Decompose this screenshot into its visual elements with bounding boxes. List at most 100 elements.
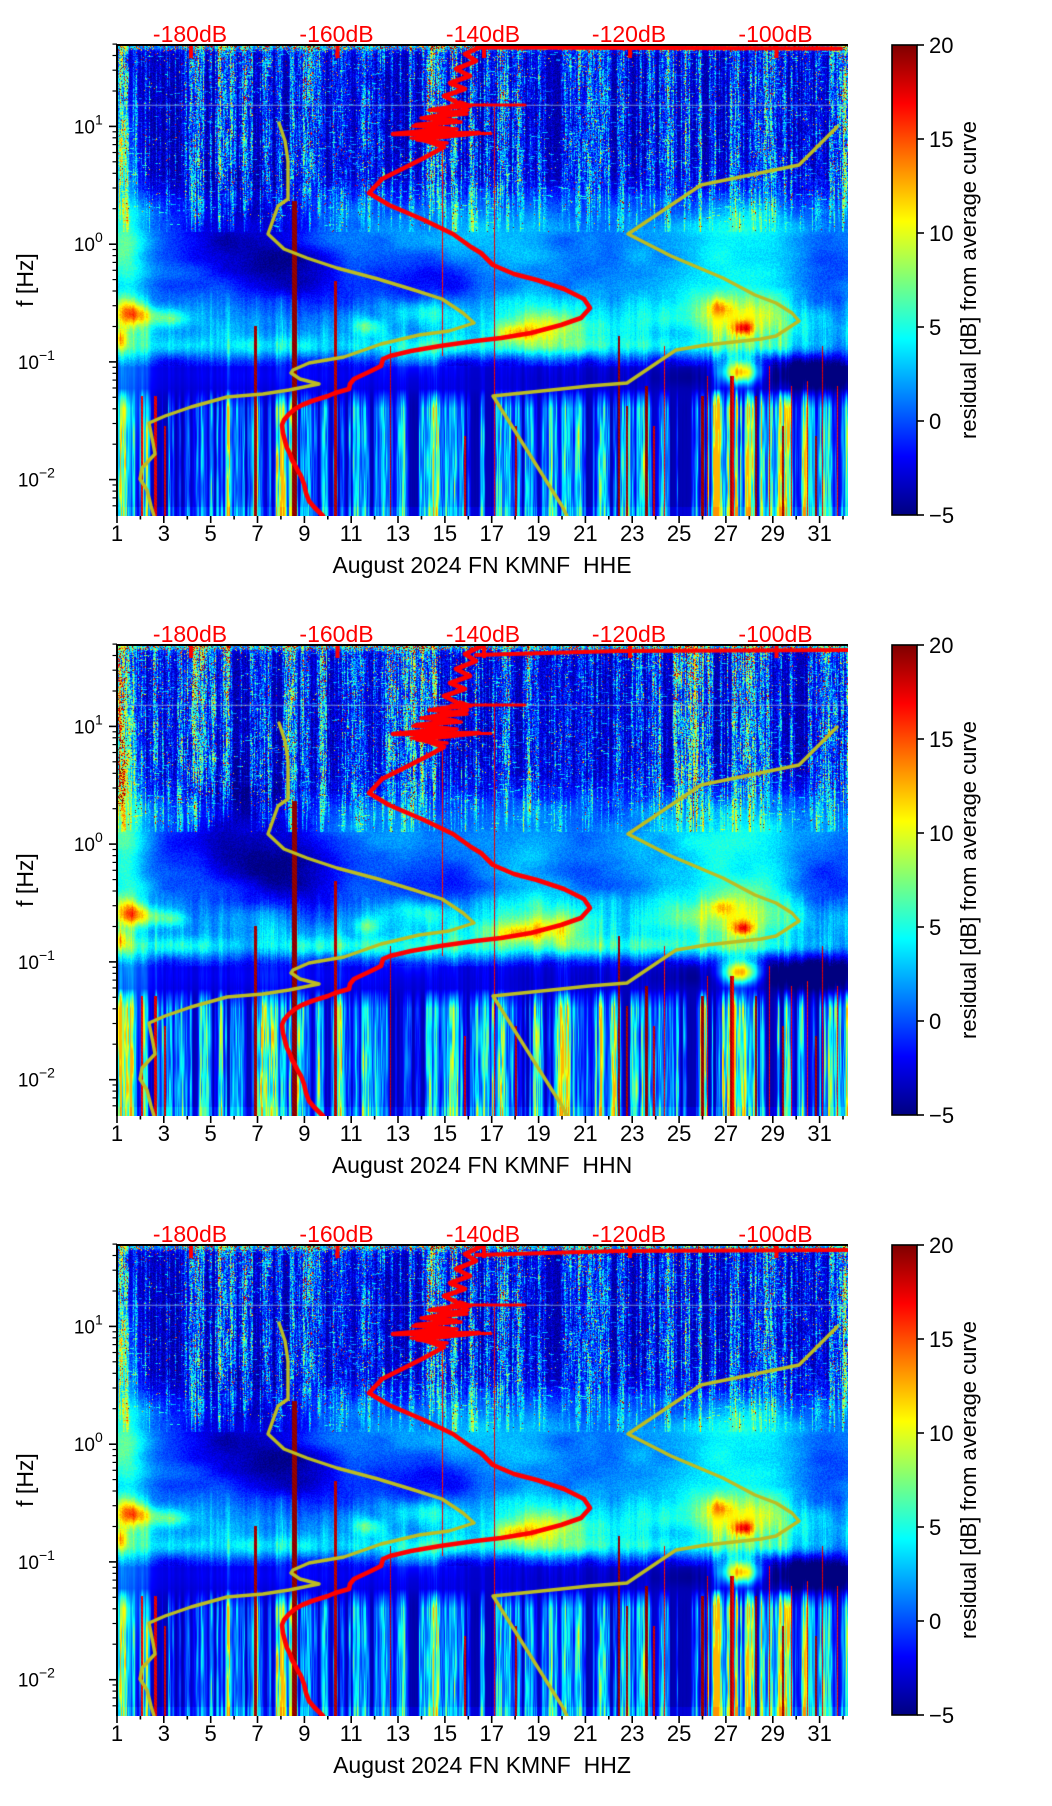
svg-text:5: 5 (205, 1721, 217, 1746)
svg-text:23: 23 (620, 521, 644, 546)
svg-text:0: 0 (929, 1009, 941, 1034)
svg-text:-120dB: -120dB (592, 1221, 666, 1247)
svg-text:13: 13 (386, 521, 410, 546)
svg-text:11: 11 (340, 521, 363, 546)
svg-text:11: 11 (340, 1121, 363, 1146)
svg-text:10: 10 (74, 1317, 95, 1338)
svg-text:3: 3 (158, 521, 170, 546)
svg-text:10: 10 (929, 1421, 953, 1446)
svg-text:August 2024 FN KMNF HHZ: August 2024 FN KMNF HHZ (333, 1752, 631, 1778)
svg-text:11: 11 (340, 1721, 363, 1746)
svg-text:f [Hz]: f [Hz] (12, 253, 38, 307)
svg-text:10: 10 (18, 1671, 39, 1692)
svg-text:25: 25 (667, 521, 691, 546)
svg-text:−2: −2 (39, 1065, 55, 1081)
svg-text:5: 5 (929, 315, 941, 340)
svg-text:29: 29 (761, 1121, 785, 1146)
svg-text:10: 10 (929, 821, 953, 846)
svg-text:-140dB: -140dB (446, 21, 520, 47)
svg-text:25: 25 (667, 1121, 691, 1146)
svg-text:August 2024 FN KMNF HHN: August 2024 FN KMNF HHN (332, 1152, 632, 1178)
svg-text:-140dB: -140dB (446, 1221, 520, 1247)
svg-text:-160dB: -160dB (299, 621, 373, 647)
svg-text:-100dB: -100dB (738, 1221, 812, 1247)
svg-text:15: 15 (433, 1721, 457, 1746)
svg-text:25: 25 (667, 1721, 691, 1746)
svg-text:10: 10 (929, 221, 953, 246)
svg-text:-100dB: -100dB (738, 21, 812, 47)
svg-text:1: 1 (95, 711, 103, 727)
svg-text:10: 10 (74, 717, 95, 738)
svg-text:9: 9 (298, 1121, 310, 1146)
svg-text:−1: −1 (39, 947, 55, 963)
svg-text:-160dB: -160dB (299, 21, 373, 47)
svg-text:19: 19 (526, 1121, 550, 1146)
svg-text:7: 7 (251, 521, 263, 546)
svg-text:31: 31 (807, 1721, 831, 1746)
svg-text:10: 10 (74, 235, 95, 256)
svg-text:residual [dB] from average cur: residual [dB] from average curve (956, 1321, 981, 1639)
svg-text:5: 5 (205, 521, 217, 546)
svg-text:15: 15 (929, 727, 953, 752)
svg-text:−1: −1 (39, 347, 55, 363)
svg-text:7: 7 (251, 1721, 263, 1746)
svg-text:5: 5 (929, 915, 941, 940)
svg-text:-100dB: -100dB (738, 621, 812, 647)
svg-text:21: 21 (573, 1121, 597, 1146)
svg-text:19: 19 (526, 521, 550, 546)
svg-text:10: 10 (18, 953, 39, 974)
svg-text:5: 5 (929, 1515, 941, 1540)
svg-text:−5: −5 (929, 503, 954, 528)
svg-text:1: 1 (95, 1311, 103, 1327)
svg-text:10: 10 (74, 1435, 95, 1456)
svg-text:August 2024 FN KMNF HHE: August 2024 FN KMNF HHE (332, 552, 631, 578)
svg-text:10: 10 (18, 471, 39, 492)
svg-text:-120dB: -120dB (592, 621, 666, 647)
svg-text:10: 10 (74, 835, 95, 856)
svg-text:0: 0 (95, 229, 103, 245)
svg-text:1: 1 (95, 111, 103, 127)
svg-text:−2: −2 (39, 1665, 55, 1681)
svg-text:15: 15 (929, 127, 953, 152)
svg-text:−5: −5 (929, 1103, 954, 1128)
svg-text:10: 10 (18, 1553, 39, 1574)
svg-text:-120dB: -120dB (592, 21, 666, 47)
svg-text:-160dB: -160dB (299, 1221, 373, 1247)
svg-text:29: 29 (761, 521, 785, 546)
svg-text:10: 10 (18, 353, 39, 374)
svg-text:9: 9 (298, 521, 310, 546)
svg-text:-180dB: -180dB (153, 21, 227, 47)
svg-text:20: 20 (929, 33, 953, 58)
svg-text:3: 3 (158, 1121, 170, 1146)
svg-text:17: 17 (479, 1121, 503, 1146)
svg-text:7: 7 (251, 1121, 263, 1146)
svg-text:15: 15 (433, 521, 457, 546)
svg-text:0: 0 (95, 829, 103, 845)
svg-text:−1: −1 (39, 1547, 55, 1563)
svg-text:-180dB: -180dB (153, 621, 227, 647)
svg-text:0: 0 (929, 409, 941, 434)
svg-text:f [Hz]: f [Hz] (12, 853, 38, 907)
svg-text:10: 10 (18, 1071, 39, 1092)
svg-text:27: 27 (714, 1721, 738, 1746)
svg-text:10: 10 (74, 117, 95, 138)
svg-text:23: 23 (620, 1721, 644, 1746)
svg-text:31: 31 (807, 521, 831, 546)
svg-text:1: 1 (111, 521, 123, 546)
svg-text:−5: −5 (929, 1703, 954, 1728)
svg-text:31: 31 (807, 1121, 831, 1146)
svg-text:0: 0 (929, 1609, 941, 1634)
svg-text:f [Hz]: f [Hz] (12, 1453, 38, 1507)
svg-text:-140dB: -140dB (446, 621, 520, 647)
svg-text:21: 21 (573, 521, 597, 546)
svg-text:13: 13 (386, 1121, 410, 1146)
svg-text:15: 15 (929, 1327, 953, 1352)
svg-text:-180dB: -180dB (153, 1221, 227, 1247)
svg-text:29: 29 (761, 1721, 785, 1746)
svg-text:19: 19 (526, 1721, 550, 1746)
svg-text:17: 17 (479, 1721, 503, 1746)
svg-text:−2: −2 (39, 465, 55, 481)
svg-text:27: 27 (714, 521, 738, 546)
svg-text:residual [dB] from average cur: residual [dB] from average curve (956, 721, 981, 1039)
svg-text:27: 27 (714, 1121, 738, 1146)
